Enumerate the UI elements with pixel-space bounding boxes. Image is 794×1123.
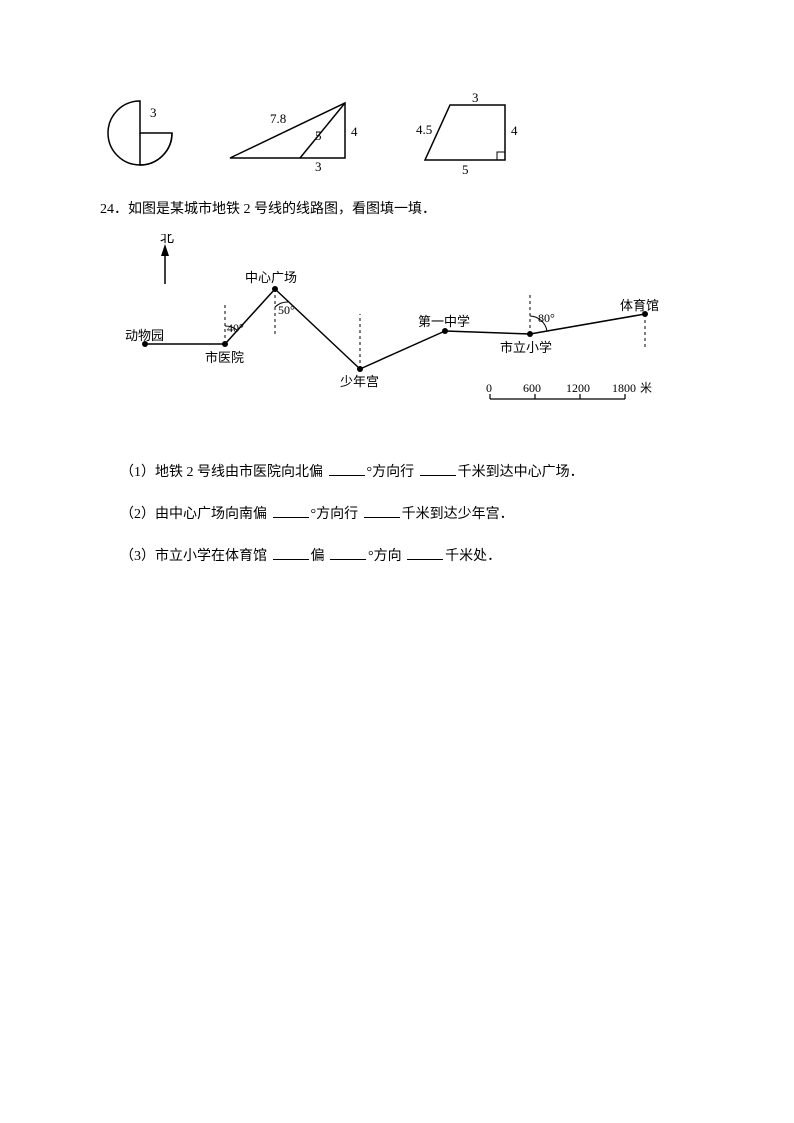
- scale-unit: 米: [640, 381, 652, 395]
- label-middle: 第一中学: [418, 314, 470, 329]
- shapes-row: 3 7.8 5 3 4: [100, 90, 714, 180]
- blank-q2-2[interactable]: [364, 501, 400, 518]
- question-number: 24．: [100, 202, 128, 217]
- question-body: 如图是某城市地铁 2 号线的线路图，看图填一填．: [128, 202, 436, 217]
- tri-inner-label: 5: [315, 128, 322, 143]
- q3-part-b: 偏: [311, 549, 329, 564]
- circle-shape: 3: [100, 93, 180, 178]
- q3-part-c: °方向: [368, 549, 405, 564]
- scale-bar: 0 600 1200 1800 米: [486, 381, 652, 399]
- blank-q2-1[interactable]: [273, 501, 309, 518]
- label-hospital: 市医院: [205, 350, 244, 365]
- q1-part-b: °方向行: [367, 465, 418, 480]
- trap-left-label: 4.5: [416, 122, 432, 137]
- blank-q1-2[interactable]: [420, 459, 456, 476]
- trap-right-label: 4: [511, 123, 518, 138]
- blank-q3-3[interactable]: [407, 543, 443, 560]
- q1-part-c: 千米到达中心广场．: [458, 465, 584, 480]
- q3-part-d: 千米处．: [445, 549, 501, 564]
- angle-primary: 80°: [538, 311, 555, 325]
- subquestion-2: （2）由中心广场向南偏 °方向行 千米到达少年宫．: [120, 501, 714, 529]
- route-map: 北: [120, 234, 714, 439]
- trap-top-label: 3: [472, 90, 479, 105]
- trapezoid-shape: 3 4.5 4 5: [410, 90, 530, 180]
- q2-part-b: °方向行: [311, 507, 362, 522]
- scale-0: 0: [486, 381, 492, 395]
- q2-part-a: （2）由中心广场向南偏: [120, 507, 271, 522]
- q1-part-a: （1）地铁 2 号线由市医院向北偏: [120, 465, 327, 480]
- trap-bottom-label: 5: [462, 162, 469, 175]
- tri-height-label: 4: [351, 124, 358, 139]
- q2-part-c: 千米到达少年宫．: [402, 507, 514, 522]
- label-zoo: 动物园: [125, 328, 164, 343]
- north-label: 北: [160, 234, 174, 246]
- triangle-shape: 7.8 5 3 4: [220, 93, 370, 178]
- scale-600: 600: [523, 381, 541, 395]
- q3-part-a: （3）市立小学在体育馆: [120, 549, 271, 564]
- blank-q1-1[interactable]: [329, 459, 365, 476]
- tri-base-label: 3: [315, 159, 322, 173]
- question-24: 24．如图是某城市地铁 2 号线的线路图，看图填一填．: [100, 198, 714, 218]
- scale-1200: 1200: [566, 381, 590, 395]
- angle-hospital: 40°: [227, 321, 244, 335]
- label-stadium: 体育馆: [620, 298, 659, 313]
- blank-q3-1[interactable]: [273, 543, 309, 560]
- circle-radius-label: 3: [150, 105, 157, 120]
- angle-square: 50°: [278, 303, 295, 317]
- label-primary: 市立小学: [500, 340, 552, 355]
- scale-1800: 1800: [612, 381, 636, 395]
- label-square: 中心广场: [245, 270, 297, 285]
- subquestion-3: （3）市立小学在体育馆 偏 °方向 千米处．: [120, 543, 714, 571]
- subquestion-1: （1）地铁 2 号线由市医院向北偏 °方向行 千米到达中心广场．: [120, 459, 714, 487]
- blank-q3-2[interactable]: [330, 543, 366, 560]
- label-youth: 少年宫: [340, 374, 379, 389]
- tri-hyp-label: 7.8: [270, 111, 286, 126]
